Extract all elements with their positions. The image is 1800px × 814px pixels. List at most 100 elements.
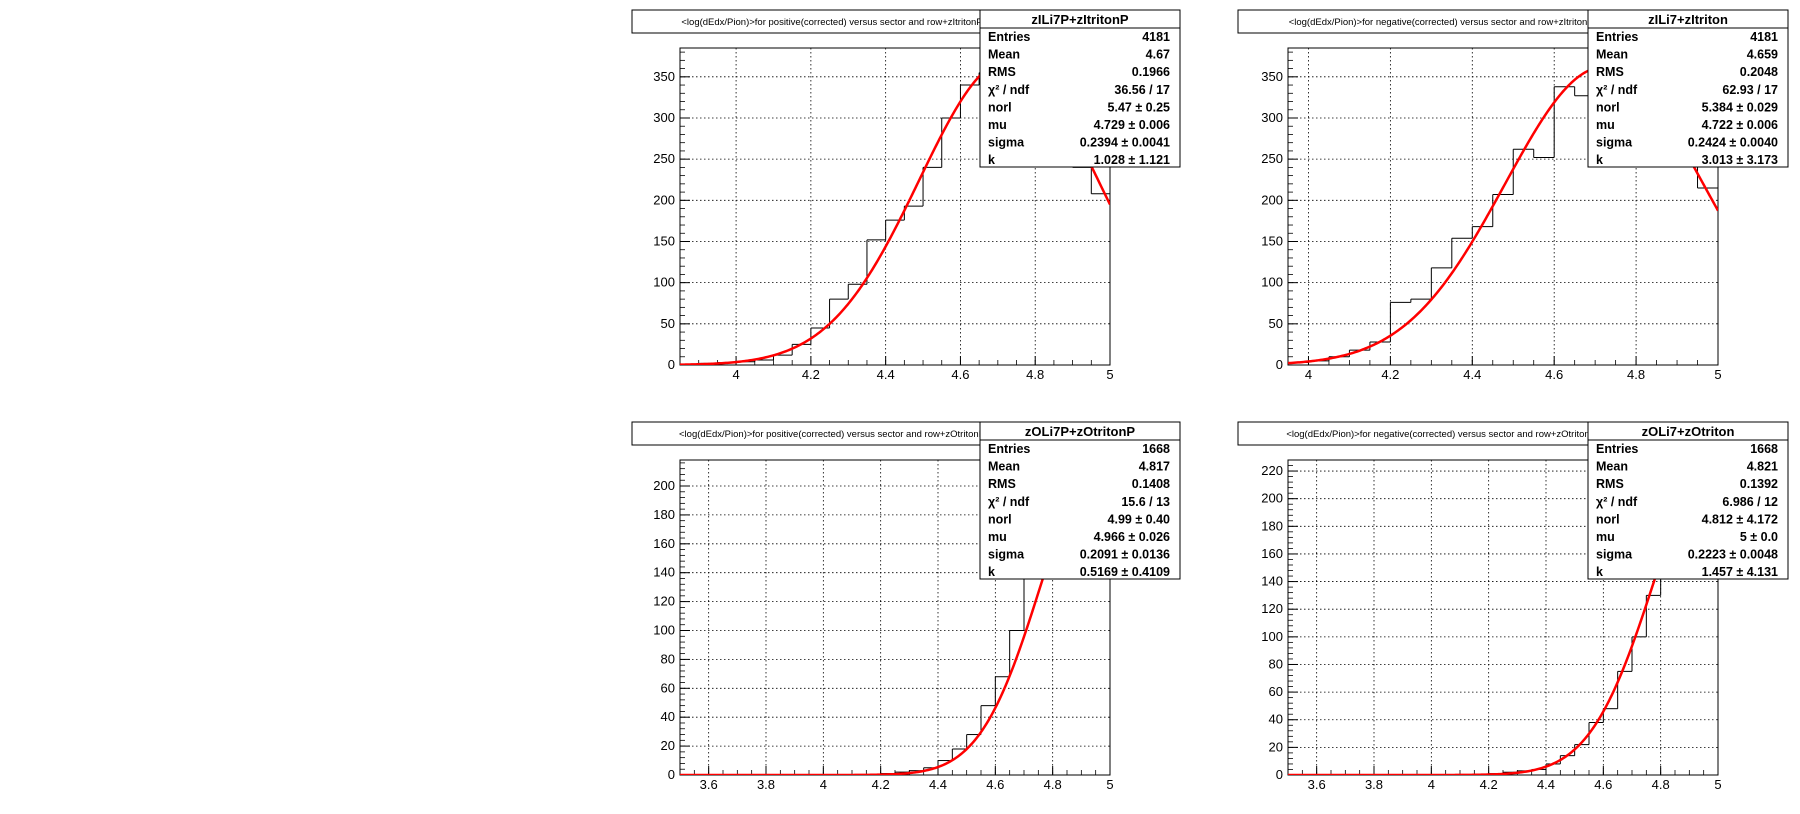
x-tick-label: 4.6	[986, 777, 1004, 792]
y-tick-label: 50	[1269, 316, 1283, 331]
stats-value: 4181	[1750, 30, 1778, 44]
stats-value: 1668	[1750, 442, 1778, 456]
x-tick-label: 4.4	[1463, 367, 1481, 382]
stats-label: sigma	[1596, 548, 1633, 562]
x-tick-label: 4	[1428, 777, 1435, 792]
y-tick-label: 40	[661, 709, 675, 724]
stats-label: sigma	[988, 548, 1025, 562]
stats-value: 1.457 ± 4.131	[1702, 565, 1778, 579]
stats-box	[979, 9, 1181, 168]
stats-label: mu	[1596, 530, 1615, 544]
stats-value: 4.659	[1747, 48, 1778, 62]
stats-value: 0.2091 ± 0.0136	[1080, 548, 1170, 562]
stats-label: χ² / ndf	[1596, 83, 1638, 97]
stats-value: 4.722 ± 0.006	[1702, 118, 1778, 132]
stats-value: 3.013 ± 3.173	[1702, 153, 1778, 167]
stats-label: Mean	[988, 48, 1020, 62]
histogram-pad-2: 4 4.2 4.4 4.6 4.8 5050100150200250300350<log(…	[1237, 9, 1789, 382]
x-tick-label: 5	[1714, 777, 1721, 792]
stats-value: 4.812 ± 4.172	[1702, 512, 1778, 526]
stats-value: 0.1966	[1132, 65, 1170, 79]
x-tick-label: 4.8	[1652, 777, 1670, 792]
x-tick-label: 4.4	[929, 777, 947, 792]
chart-title: <log(dEdx/Pion)>for positive(corrected) …	[681, 17, 982, 28]
y-tick-label: 50	[661, 316, 675, 331]
stats-label: mu	[988, 530, 1007, 544]
histogram-pad-1: 4 4.2 4.4 4.6 4.8 5050100150200250300350<log(…	[631, 9, 1181, 382]
stats-value: 5.47 ± 0.25	[1108, 100, 1171, 114]
y-tick-label: 250	[653, 151, 675, 166]
stats-label: RMS	[1596, 477, 1624, 491]
y-tick-label: 200	[1261, 491, 1283, 506]
fit-curve	[1288, 460, 1709, 775]
stats-value: 4.99 ± 0.40	[1108, 512, 1171, 526]
stats-label: norl	[1596, 512, 1620, 526]
stats-value: 0.2424 ± 0.0040	[1688, 136, 1778, 150]
x-tick-label: 4.8	[1627, 367, 1645, 382]
x-tick-label: 5	[1106, 777, 1113, 792]
stats-label: χ² / ndf	[988, 83, 1030, 97]
x-tick-label: 4.6	[1594, 777, 1612, 792]
stats-value: 4.729 ± 0.006	[1094, 118, 1170, 132]
x-tick-label: 4.2	[872, 777, 890, 792]
y-tick-label: 180	[1261, 518, 1283, 533]
x-tick-label: 4.6	[951, 367, 969, 382]
y-tick-label: 0	[1276, 357, 1283, 372]
y-tick-label: 60	[1269, 684, 1283, 699]
y-tick-label: 0	[668, 357, 675, 372]
x-tick-label: 5	[1106, 367, 1113, 382]
stats-label: sigma	[1596, 136, 1633, 150]
x-tick-label: 3.8	[1365, 777, 1383, 792]
stats-value: 15.6 / 13	[1121, 495, 1170, 509]
x-tick-label: 4.2	[1381, 367, 1399, 382]
y-tick-label: 80	[661, 651, 675, 666]
stats-box	[979, 421, 1181, 580]
x-tick-label: 4.4	[877, 367, 895, 382]
stats-label: k	[988, 153, 995, 167]
stats-value: 0.1392	[1740, 477, 1778, 491]
stats-label: mu	[988, 118, 1007, 132]
y-tick-label: 120	[653, 594, 675, 609]
chart-title: <log(dEdx/Pion)>for negative(corrected) …	[1286, 429, 1589, 440]
y-tick-label: 220	[1261, 463, 1283, 478]
stats-value: 5.384 ± 0.029	[1702, 100, 1778, 114]
stats-value: 0.1408	[1132, 477, 1170, 491]
y-tick-label: 140	[653, 565, 675, 580]
stats-label: RMS	[988, 65, 1016, 79]
stats-label: Mean	[988, 460, 1020, 474]
stats-value: 4.821	[1747, 460, 1778, 474]
stats-name: zOLi7P+zOtritonP	[1025, 424, 1135, 439]
y-tick-label: 180	[653, 507, 675, 522]
stats-label: k	[1596, 153, 1603, 167]
y-tick-label: 20	[661, 738, 675, 753]
stats-value: 0.2394 ± 0.0041	[1080, 136, 1170, 150]
histogram-pad-4: 3.6 3.8 4 4.2 4.4 4.6 4.8 5 0 20 40 60 80 100 120 140 16…	[1237, 421, 1789, 792]
stats-value: 0.2223 ± 0.0048	[1688, 548, 1778, 562]
stats-label: Entries	[988, 442, 1030, 456]
stats-value: 4.817	[1139, 460, 1170, 474]
stats-label: RMS	[1596, 65, 1624, 79]
y-tick-label: 100	[653, 275, 675, 290]
x-tick-label: 4.8	[1026, 367, 1044, 382]
y-tick-label: 200	[653, 192, 675, 207]
stats-value: 1668	[1142, 442, 1170, 456]
y-tick-label: 150	[1261, 233, 1283, 248]
x-tick-label: 3.6	[1308, 777, 1326, 792]
stats-label: k	[1596, 565, 1603, 579]
stats-value: 5 ± 0.0	[1740, 530, 1778, 544]
y-tick-label: 200	[653, 478, 675, 493]
stats-value: 0.2048	[1740, 65, 1778, 79]
fit-curve	[680, 463, 1110, 775]
y-tick-label: 40	[1269, 712, 1283, 727]
chart-title: <log(dEdx/Pion)>for negative(corrected) …	[1289, 17, 1588, 28]
y-tick-label: 20	[1269, 739, 1283, 754]
y-tick-label: 150	[653, 233, 675, 248]
y-tick-label: 120	[1261, 601, 1283, 616]
x-tick-label: 4	[1305, 367, 1312, 382]
stats-value: 4.67	[1146, 48, 1170, 62]
y-tick-label: 100	[1261, 275, 1283, 290]
stats-label: χ² / ndf	[988, 495, 1030, 509]
stats-value: 4.966 ± 0.026	[1094, 530, 1170, 544]
stats-label: Entries	[988, 30, 1030, 44]
y-tick-label: 300	[1261, 110, 1283, 125]
